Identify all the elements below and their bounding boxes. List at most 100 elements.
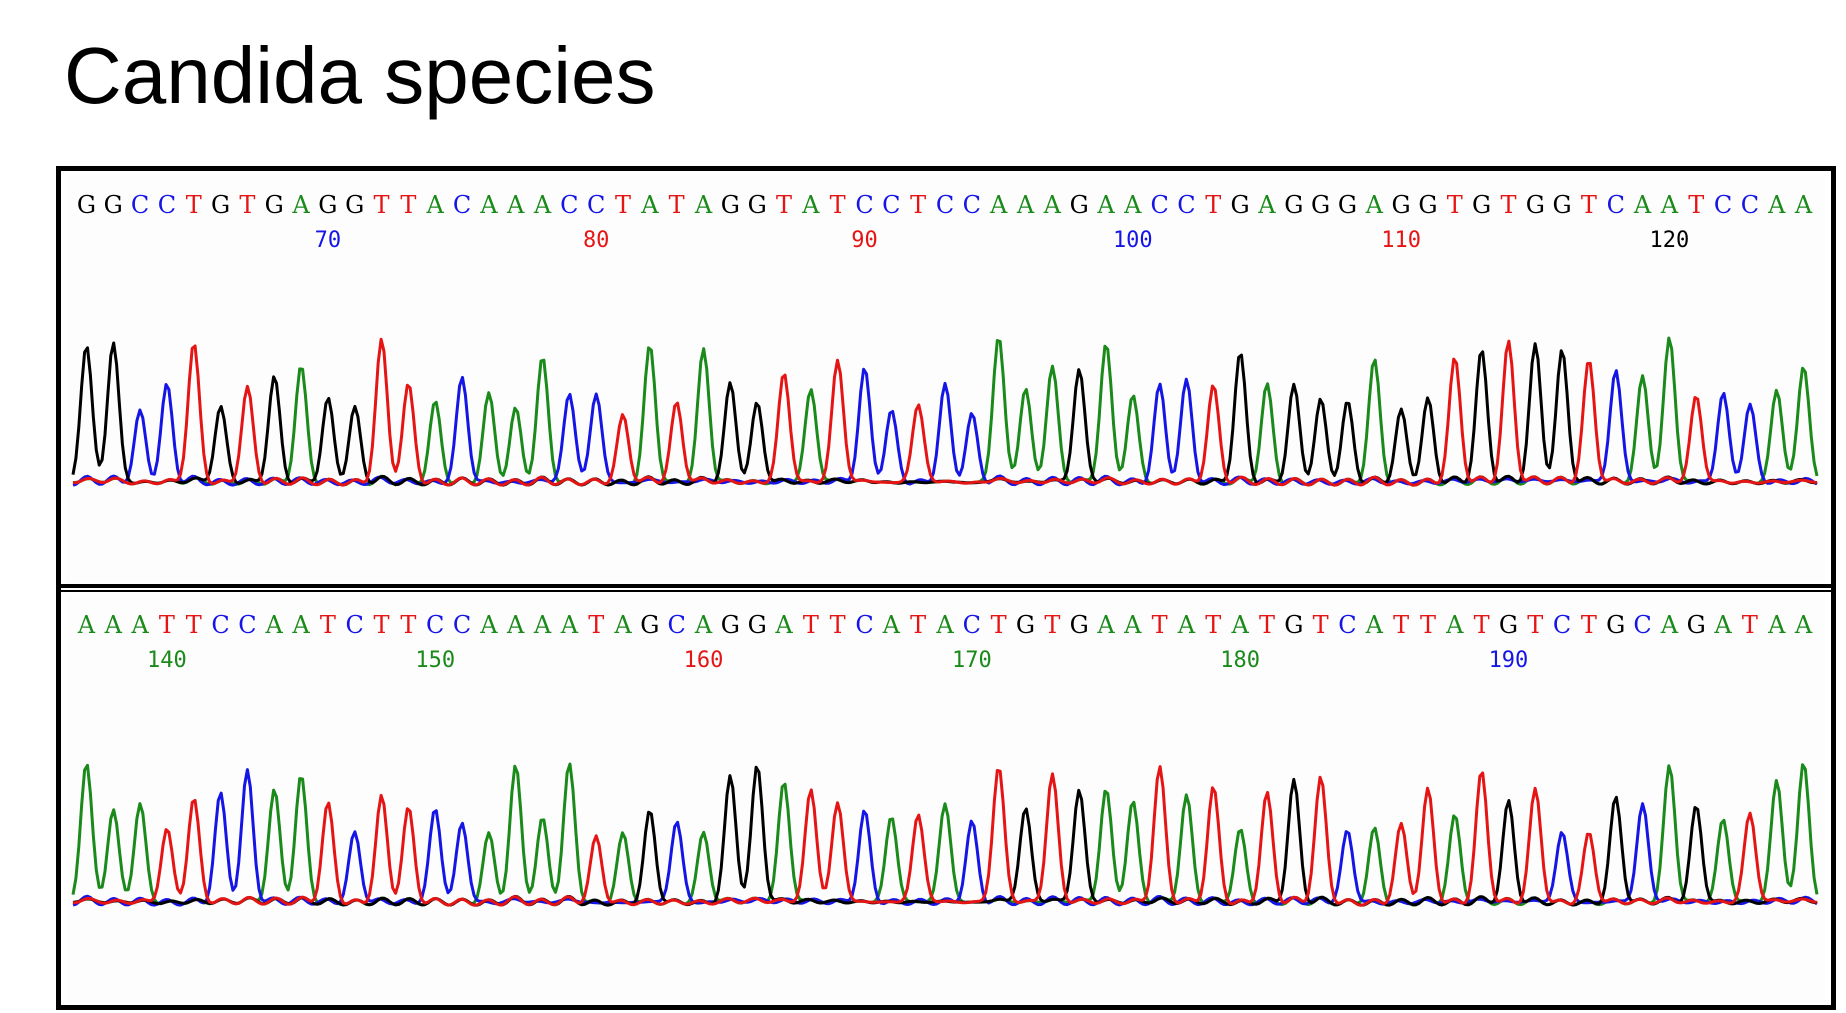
- base-call: A: [694, 191, 713, 219]
- base-call: T: [615, 191, 631, 219]
- base-call: A: [426, 191, 445, 219]
- base-call: T: [1205, 611, 1221, 639]
- base-call: C: [963, 611, 981, 639]
- base-call: G: [1472, 191, 1491, 219]
- base-call: A: [265, 611, 284, 639]
- base-call: A: [882, 611, 901, 639]
- base-call: A: [77, 611, 96, 639]
- base-call: T: [1313, 611, 1329, 639]
- base-call: A: [1660, 611, 1679, 639]
- base-call: C: [1553, 611, 1571, 639]
- base-call: A: [506, 191, 525, 219]
- base-call: C: [1714, 191, 1732, 219]
- base-call: G: [748, 191, 767, 219]
- base-call: T: [830, 611, 846, 639]
- base-call: C: [882, 191, 900, 219]
- base-call: C: [1150, 191, 1168, 219]
- base-call: A: [613, 611, 632, 639]
- base-call: T: [1393, 611, 1409, 639]
- base-call: A: [1365, 191, 1384, 219]
- base-call: G: [1499, 611, 1518, 639]
- base-call: T: [374, 611, 390, 639]
- base-call: C: [453, 611, 471, 639]
- base-call: A: [989, 191, 1008, 219]
- base-call: A: [774, 611, 793, 639]
- base-call: G: [640, 611, 659, 639]
- base-call: G: [1284, 191, 1303, 219]
- base-call: T: [803, 611, 819, 639]
- trace-T: [72, 765, 1818, 907]
- trace-G: [71, 341, 1817, 487]
- base-call: T: [910, 191, 926, 219]
- base-call: C: [1338, 611, 1356, 639]
- base-call: C: [238, 611, 256, 639]
- base-call: G: [211, 191, 230, 219]
- base-call: A: [801, 191, 820, 219]
- position-tick-label: 120: [1650, 228, 1690, 253]
- base-call: A: [935, 611, 954, 639]
- base-call: G: [1526, 191, 1545, 219]
- base-call: T: [1447, 191, 1463, 219]
- base-call: C: [426, 611, 444, 639]
- base-call: A: [1445, 611, 1464, 639]
- base-call: G: [1284, 611, 1303, 639]
- base-call: G: [104, 191, 123, 219]
- base-call: C: [211, 611, 229, 639]
- base-call: A: [479, 611, 498, 639]
- base-call: C: [855, 191, 873, 219]
- base-call: A: [1177, 611, 1196, 639]
- base-call: T: [1527, 611, 1543, 639]
- base-call: G: [748, 611, 767, 639]
- position-tick-label: 110: [1381, 228, 1421, 253]
- base-call: C: [1741, 191, 1759, 219]
- trace-T: [72, 337, 1818, 487]
- base-call: A: [479, 191, 498, 219]
- trace-G: [72, 765, 1818, 907]
- base-call: T: [159, 611, 175, 639]
- panel-divider: [61, 584, 1831, 592]
- base-call: C: [587, 191, 605, 219]
- base-call: T: [910, 611, 926, 639]
- base-call: C: [560, 191, 578, 219]
- base-call: T: [776, 191, 792, 219]
- base-call: C: [855, 611, 873, 639]
- base-call: A: [533, 611, 552, 639]
- base-call: A: [640, 191, 659, 219]
- base-call: A: [291, 611, 310, 639]
- position-tick-label: 190: [1489, 648, 1529, 673]
- base-call: G: [265, 191, 284, 219]
- base-call: A: [1660, 191, 1679, 219]
- base-call: C: [1177, 191, 1195, 219]
- base-call: A: [1794, 611, 1813, 639]
- base-call: T: [1259, 611, 1275, 639]
- base-call: C: [453, 191, 471, 219]
- base-call: T: [1474, 611, 1490, 639]
- base-call: A: [533, 191, 552, 219]
- base-call: G: [1231, 191, 1250, 219]
- base-call: G: [318, 191, 337, 219]
- position-tick-label: 150: [415, 648, 455, 673]
- base-call: T: [1581, 611, 1597, 639]
- base-call: A: [1230, 611, 1249, 639]
- position-tick-label: 100: [1113, 228, 1153, 253]
- base-call: G: [721, 611, 740, 639]
- base-call: G: [1311, 191, 1330, 219]
- base-call: G: [1016, 611, 1035, 639]
- base-call: C: [1607, 191, 1625, 219]
- page-title: Candida species: [64, 31, 656, 120]
- base-call: A: [506, 611, 525, 639]
- base-call: A: [1365, 611, 1384, 639]
- base-call: G: [1553, 191, 1572, 219]
- base-call: T: [1420, 611, 1436, 639]
- base-call: G: [1070, 611, 1089, 639]
- base-call: A: [291, 191, 310, 219]
- base-call: G: [1392, 191, 1411, 219]
- position-tick-label: 180: [1220, 648, 1260, 673]
- base-call: T: [400, 191, 416, 219]
- base-call: G: [1687, 611, 1706, 639]
